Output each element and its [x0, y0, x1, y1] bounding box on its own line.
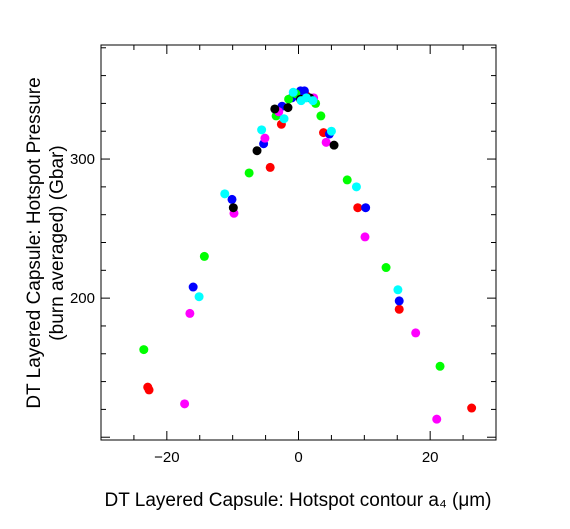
data-point-series-2	[342, 175, 352, 185]
y-tick-label: 200	[70, 290, 95, 307]
data-point-series-3	[411, 328, 421, 338]
data-point-series-4	[329, 140, 339, 150]
y-axis-label: DT Layered Capsule: Hotspot Pressure (bu…	[24, 77, 68, 408]
data-point-series-5	[220, 189, 230, 199]
data-point-series-2	[316, 111, 326, 121]
data-point-series-4	[228, 203, 238, 213]
data-point-series-2	[244, 168, 254, 178]
data-point-series-1	[227, 194, 237, 204]
data-points	[139, 86, 477, 424]
data-point-series-0	[144, 385, 154, 395]
data-point-series-0	[394, 304, 404, 314]
data-point-series-5	[326, 126, 336, 136]
data-point-series-3	[180, 399, 190, 409]
x-axis-label: DT Layered Capsule: Hotspot contour a₄ (…	[105, 490, 492, 511]
y-axis-label-line-1: DT Layered Capsule: Hotspot Pressure	[24, 77, 45, 408]
data-point-series-5	[393, 285, 403, 295]
x-tick-label: 0	[294, 449, 302, 466]
data-point-series-0	[265, 162, 275, 172]
data-point-series-5	[308, 96, 318, 106]
data-point-series-3	[321, 137, 331, 147]
data-point-series-0	[353, 203, 363, 213]
data-point-series-4	[252, 146, 262, 156]
data-point-series-0	[467, 403, 477, 413]
data-point-series-2	[139, 345, 149, 355]
data-point-series-5	[279, 114, 289, 124]
data-point-series-1	[299, 86, 309, 96]
data-point-series-4	[270, 104, 280, 114]
y-tick-label: 300	[70, 151, 95, 168]
data-point-series-2	[284, 94, 294, 104]
data-point-series-3	[185, 308, 195, 318]
axis-ticks	[100, 45, 497, 440]
x-tick-label: −20	[154, 449, 179, 466]
data-point-series-1	[361, 203, 371, 213]
data-point-series-5	[257, 125, 267, 135]
data-point-series-5	[351, 182, 361, 192]
data-point-series-3	[360, 232, 370, 242]
tick-labels: −20 0 20 200 300	[70, 151, 439, 466]
data-point-series-1	[394, 296, 404, 306]
data-point-series-3	[260, 133, 270, 143]
y-axis-label-line-2: (burn averaged) (Gbar)	[47, 145, 68, 340]
data-point-series-4	[283, 103, 293, 113]
data-point-series-3	[432, 414, 442, 424]
data-point-series-5	[288, 87, 298, 97]
data-point-series-1	[188, 282, 198, 292]
data-point-series-5	[194, 292, 204, 302]
data-point-series-2	[381, 263, 391, 273]
data-point-series-2	[435, 361, 445, 371]
data-point-series-2	[199, 251, 209, 261]
x-tick-label: 20	[422, 449, 439, 466]
